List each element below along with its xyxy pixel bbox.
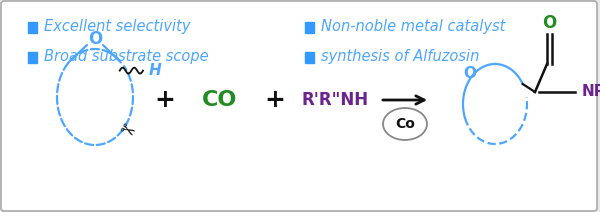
FancyBboxPatch shape bbox=[305, 21, 314, 32]
Text: O: O bbox=[542, 14, 556, 32]
FancyBboxPatch shape bbox=[305, 52, 314, 63]
Text: Broad substrate scope: Broad substrate scope bbox=[44, 49, 209, 64]
Text: Non-noble metal catalyst: Non-noble metal catalyst bbox=[321, 20, 505, 35]
Text: ✂: ✂ bbox=[116, 120, 137, 143]
Text: O: O bbox=[88, 30, 102, 48]
Text: +: + bbox=[155, 88, 175, 112]
Text: O: O bbox=[463, 66, 476, 81]
Ellipse shape bbox=[383, 108, 427, 140]
Text: Excellent selectivity: Excellent selectivity bbox=[44, 20, 191, 35]
FancyBboxPatch shape bbox=[28, 21, 37, 32]
Text: +: + bbox=[265, 88, 286, 112]
Text: synthesis of Alfuzosin: synthesis of Alfuzosin bbox=[321, 49, 479, 64]
Text: Co: Co bbox=[395, 117, 415, 131]
Text: H: H bbox=[149, 63, 161, 78]
FancyBboxPatch shape bbox=[28, 52, 37, 63]
Text: CO: CO bbox=[202, 90, 238, 110]
Text: R'R"NH: R'R"NH bbox=[301, 91, 368, 109]
Text: NR'R": NR'R" bbox=[582, 85, 600, 99]
